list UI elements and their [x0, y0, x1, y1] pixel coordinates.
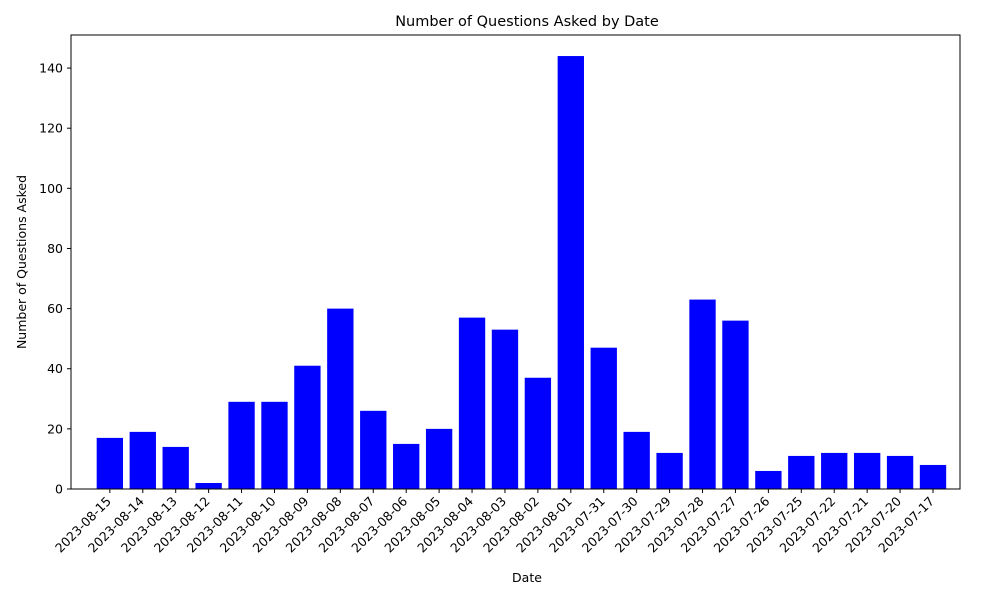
x-axis: 2023-08-152023-08-142023-08-132023-08-12… [52, 489, 937, 555]
chart-title: Number of Questions Asked by Date [395, 14, 659, 30]
y-tick-label: 60 [47, 301, 63, 316]
bar-2023-08-12 [195, 482, 222, 489]
bar-2023-07-20 [886, 455, 914, 489]
bar-2023-07-22 [821, 452, 848, 489]
bar-2023-08-15 [96, 437, 124, 489]
bars-group [96, 56, 947, 489]
bar-2023-08-07 [360, 410, 387, 489]
bar-2023-07-31 [590, 347, 617, 489]
y-axis-label: Number of Questions Asked [14, 175, 29, 349]
y-tick-label: 140 [39, 61, 63, 76]
bar-2023-08-09 [294, 365, 321, 489]
y-tick-label: 80 [47, 241, 63, 256]
bar-2023-08-06 [393, 443, 420, 489]
bar-2023-08-01 [557, 56, 584, 489]
bar-2023-08-10 [261, 401, 288, 489]
bar-2023-07-30 [623, 431, 650, 489]
y-tick-label: 0 [55, 482, 63, 497]
bar-2023-08-08 [327, 308, 354, 489]
bar-2023-08-02 [524, 377, 552, 489]
y-tick-label: 40 [47, 361, 63, 376]
y-tick-label: 120 [39, 121, 63, 136]
bar-2023-07-21 [853, 452, 881, 489]
bar-2023-08-04 [458, 317, 486, 489]
bar-2023-07-27 [722, 320, 749, 489]
bar-2023-08-05 [425, 428, 453, 489]
bar-2023-08-11 [228, 401, 255, 489]
y-axis: 0 20 40 60 80 100 120 140 [39, 61, 71, 497]
y-tick-label: 100 [39, 181, 63, 196]
bar-2023-07-29 [656, 452, 683, 489]
bar-2023-07-26 [755, 470, 782, 489]
bar-2023-07-25 [788, 455, 815, 489]
bar-2023-08-13 [162, 446, 189, 489]
y-tick-label: 20 [47, 421, 63, 436]
bar-2023-07-28 [689, 299, 716, 489]
x-axis-label: Date [512, 570, 542, 585]
bar-2023-08-14 [129, 431, 156, 489]
plot-frame [70, 34, 961, 490]
bar-2023-08-03 [491, 329, 519, 489]
bar-2023-07-17 [919, 464, 947, 489]
